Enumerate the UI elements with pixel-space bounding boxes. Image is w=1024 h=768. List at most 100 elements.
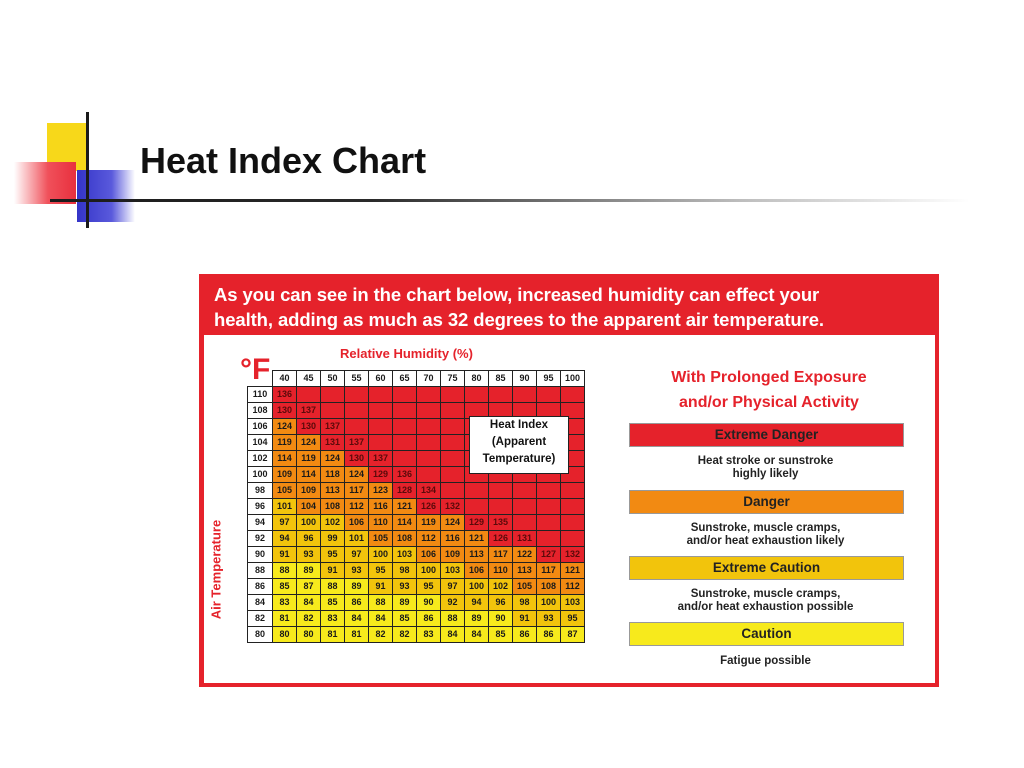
- heat-index-cell: 82: [392, 626, 417, 643]
- heat-index-cell: 102: [488, 578, 513, 595]
- heat-index-cell: 127: [536, 546, 561, 563]
- heat-index-cell: 84: [344, 610, 369, 627]
- heat-index-callout: Heat Index (Apparent Temperature): [469, 416, 569, 474]
- heat-index-cell: [416, 402, 441, 419]
- heat-index-cell: 88: [320, 578, 345, 595]
- humidity-header-cell: 70: [416, 370, 441, 387]
- heat-index-cell: 96: [296, 530, 321, 547]
- heat-index-cell: 93: [392, 578, 417, 595]
- temperature-header-cell: 96: [247, 498, 273, 515]
- heat-index-cell: 80: [272, 626, 297, 643]
- temperature-header-cell: 80: [247, 626, 273, 643]
- heat-index-cell: 89: [344, 578, 369, 595]
- heat-index-cell: [416, 386, 441, 403]
- heat-index-cell: 137: [344, 434, 369, 451]
- air-temperature-axis-label: Air Temperature: [208, 519, 224, 620]
- heat-index-cell: [488, 498, 513, 515]
- heat-index-cell: 105: [272, 482, 297, 499]
- heat-index-cell: 84: [440, 626, 465, 643]
- heat-index-cell: 95: [368, 562, 393, 579]
- temperature-header-cell: 104: [247, 434, 273, 451]
- heat-index-cell: 97: [272, 514, 297, 531]
- humidity-header-cell: 60: [368, 370, 393, 387]
- heat-index-cell: [560, 498, 585, 515]
- heat-index-cell: 95: [560, 610, 585, 627]
- heat-index-cell: [560, 514, 585, 531]
- heat-index-cell: 135: [488, 514, 513, 531]
- heat-index-cell: 93: [344, 562, 369, 579]
- heat-index-cell: 108: [320, 498, 345, 515]
- heat-index-cell: 108: [392, 530, 417, 547]
- heat-index-cell: 86: [416, 610, 441, 627]
- heat-index-cell: [392, 450, 417, 467]
- heat-index-cell: [368, 386, 393, 403]
- heat-index-cell: 93: [296, 546, 321, 563]
- table-row: 90 91 93 95 97 100 103 106 109 113 117 122 127 132: [247, 546, 585, 563]
- heat-index-cell: 109: [272, 466, 297, 483]
- heat-index-cell: 103: [560, 594, 585, 611]
- heat-index-cell: 87: [296, 578, 321, 595]
- heat-index-cell: 113: [464, 546, 489, 563]
- heat-index-cell: [368, 402, 393, 419]
- heat-index-cell: 82: [296, 610, 321, 627]
- humidity-header-cell: 65: [392, 370, 417, 387]
- legend-title: With Prolonged Exposure and/or Physical …: [634, 365, 904, 415]
- heat-index-cell: [464, 498, 489, 515]
- heat-index-cell: 137: [296, 402, 321, 419]
- table-corner: [248, 371, 273, 387]
- heat-index-cell: [416, 418, 441, 435]
- heat-index-cell: 95: [416, 578, 441, 595]
- heat-index-table: 40 45 50 55 60 65 70 75 80 85 90 95 100 110 136 108 130 1…: [247, 370, 585, 643]
- heat-index-cell: 83: [272, 594, 297, 611]
- heat-index-cell: 129: [464, 514, 489, 531]
- heat-index-cell: [440, 450, 465, 467]
- table-row: 86 85 87 88 89 91 93 95 97 100 102 105 108 112: [247, 578, 585, 595]
- heat-index-cell: [392, 418, 417, 435]
- legend-band-caution: Caution: [629, 622, 904, 646]
- heat-index-cell: 98: [392, 562, 417, 579]
- heat-index-cell: [416, 434, 441, 451]
- deco-red-square: [14, 162, 76, 204]
- heat-index-cell: 96: [488, 594, 513, 611]
- table-row: 110 136: [247, 386, 585, 403]
- heat-index-cell: [536, 530, 561, 547]
- table-row: 108 130 137: [247, 402, 585, 419]
- heat-index-cell: 136: [272, 386, 297, 403]
- humidity-header-cell: 85: [488, 370, 513, 387]
- temperature-header-cell: 94: [247, 514, 273, 531]
- heat-index-cell: [464, 386, 489, 403]
- heat-index-cell: 134: [416, 482, 441, 499]
- heat-index-cell: 114: [296, 466, 321, 483]
- heat-index-cell: 80: [296, 626, 321, 643]
- heat-index-cell: 131: [512, 530, 537, 547]
- legend-title-line-1: With Prolonged Exposure: [671, 369, 867, 386]
- humidity-header-cell: 80: [464, 370, 489, 387]
- header-row: 40 45 50 55 60 65 70 75 80 85 90 95 100: [248, 370, 585, 387]
- heat-index-cell: 101: [344, 530, 369, 547]
- heat-index-panel: As you can see in the chart below, incre…: [199, 274, 939, 687]
- heat-index-cell: [488, 402, 513, 419]
- heat-index-cell: 97: [440, 578, 465, 595]
- intro-line-2: health, adding as much as 32 degrees to …: [214, 309, 824, 330]
- legend-desc-line: and/or heat exhaustion likely: [686, 535, 845, 547]
- heat-index-cell: 100: [296, 514, 321, 531]
- heat-index-cell: 102: [320, 514, 345, 531]
- heat-index-cell: [392, 434, 417, 451]
- heat-index-cell: 117: [536, 562, 561, 579]
- heat-index-cell: [440, 402, 465, 419]
- heat-index-cell: 97: [344, 546, 369, 563]
- humidity-axis-label: Relative Humidity (%): [340, 346, 473, 361]
- heat-index-cell: 132: [560, 546, 585, 563]
- heat-index-cell: 99: [320, 530, 345, 547]
- heat-index-cell: [560, 386, 585, 403]
- heat-index-cell: 117: [344, 482, 369, 499]
- heat-index-cell: 89: [464, 610, 489, 627]
- humidity-header-cell: 75: [440, 370, 465, 387]
- legend-band-danger: Danger: [629, 490, 904, 514]
- heat-index-cell: [440, 482, 465, 499]
- humidity-header-cell: 40: [272, 370, 297, 387]
- heat-index-cell: [560, 530, 585, 547]
- heat-index-cell: 84: [368, 610, 393, 627]
- heat-index-cell: 81: [344, 626, 369, 643]
- temperature-header-cell: 98: [247, 482, 273, 499]
